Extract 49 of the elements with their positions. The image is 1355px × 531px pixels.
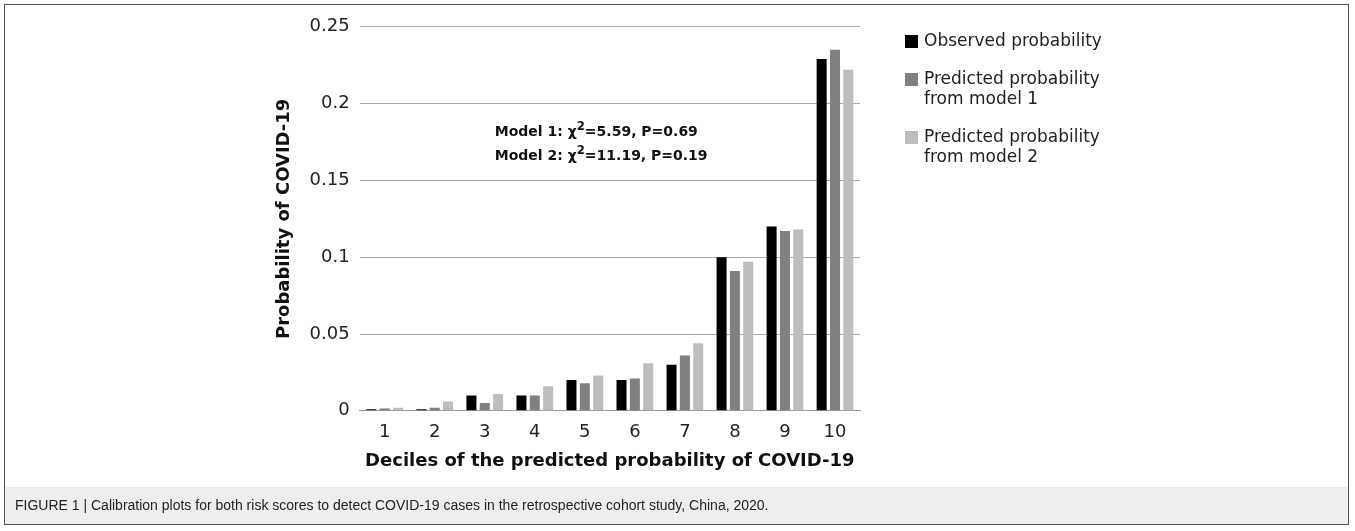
bar bbox=[529, 395, 540, 411]
bar bbox=[666, 364, 677, 411]
x-tick-label: 6 bbox=[629, 420, 641, 442]
x-tick-label: 9 bbox=[779, 420, 791, 442]
bar bbox=[543, 386, 554, 411]
bar bbox=[743, 261, 754, 411]
y-tick-label: 0.15 bbox=[309, 168, 350, 190]
x-tick-label: 5 bbox=[579, 420, 591, 442]
bar bbox=[766, 226, 777, 411]
caption: FIGURE 1 | Calibration plots for both risk scores to detect COVID-19 cases in the retrospective cohort study, China, 2020. bbox=[5, 487, 1348, 524]
x-tick-label: 4 bbox=[529, 420, 541, 442]
bar bbox=[693, 343, 704, 411]
y-tick-label: 0 bbox=[338, 398, 350, 420]
bar bbox=[493, 393, 504, 411]
bar bbox=[716, 257, 727, 411]
bar bbox=[629, 378, 640, 411]
annotation: Model 1: χ$^{2}$=5.59, P=0.69 bbox=[494, 118, 698, 139]
bar bbox=[843, 69, 854, 411]
y-tick-label: 0.1 bbox=[321, 244, 350, 266]
bar bbox=[479, 403, 490, 411]
x-tick-label: 3 bbox=[479, 420, 491, 442]
legend-label: Predicted probability from model 1 bbox=[924, 68, 1101, 108]
bar bbox=[829, 49, 840, 411]
bar bbox=[643, 363, 654, 411]
y-tick-label: 0.05 bbox=[309, 321, 350, 343]
bar bbox=[729, 271, 740, 411]
bar bbox=[679, 355, 690, 411]
legend-label: Predicted probability from model 2 bbox=[924, 126, 1101, 166]
x-tick-label: 2 bbox=[429, 420, 441, 442]
bar bbox=[566, 380, 577, 411]
bar bbox=[443, 401, 454, 411]
bar bbox=[793, 229, 804, 411]
bar bbox=[579, 383, 590, 411]
x-tick-label: 1 bbox=[378, 420, 391, 442]
legend-label: Observed probability bbox=[924, 30, 1102, 50]
x-tick-label: 10 bbox=[823, 420, 847, 442]
x-tick-label: 7 bbox=[679, 420, 691, 442]
bar bbox=[816, 59, 827, 411]
x-tick-label: 8 bbox=[729, 420, 741, 442]
bar bbox=[516, 395, 527, 411]
y-axis-title: Probability of COVID-19 bbox=[272, 98, 294, 339]
x-axis-title: Deciles of the predicted probability of COVID-19 bbox=[365, 448, 855, 470]
bar bbox=[593, 375, 604, 411]
annotation: Model 2: χ$^{2}$=11.19, P=0.19 bbox=[494, 142, 708, 163]
bar bbox=[779, 231, 790, 411]
bar bbox=[616, 380, 627, 411]
y-tick-label: 0.2 bbox=[321, 91, 350, 113]
bar bbox=[466, 395, 477, 411]
y-tick-label: 0.25 bbox=[309, 14, 350, 36]
